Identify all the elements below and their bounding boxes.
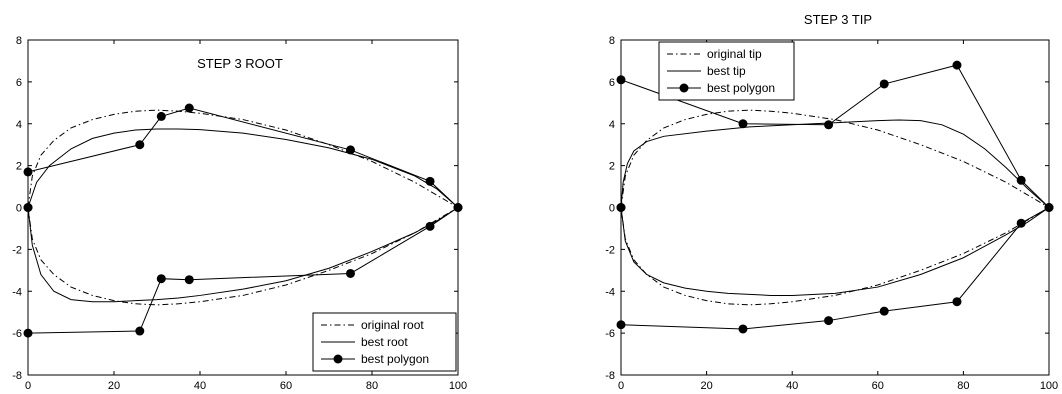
- y-tick-label: 6: [609, 77, 615, 89]
- data-point: [616, 320, 626, 330]
- y-tick-label: 8: [609, 35, 615, 47]
- y-tick-label: -2: [605, 244, 615, 256]
- root-chart-group: STEP 3 ROOT 0 20 40 60 80 100 -8 -6 -4 -2 0 2 4 6 8 ori…: [12, 35, 467, 392]
- data-point: [184, 275, 194, 285]
- y-tick-label: 8: [16, 35, 22, 47]
- root-chart-title: STEP 3 ROOT: [197, 56, 283, 71]
- series-line-best-polygon: [620, 64, 1050, 208]
- series-line-best-tip: [620, 119, 1050, 208]
- y-tick-label: -8: [605, 370, 615, 382]
- data-point: [453, 203, 463, 212]
- x-tick-label: 60: [872, 380, 884, 392]
- y-tick-label: -6: [605, 328, 615, 340]
- data-point: [1016, 218, 1026, 228]
- series-line-original-root: [27, 109, 459, 208]
- x-tick-label: 60: [280, 380, 292, 392]
- legend: original tip best tip best polygon: [658, 41, 795, 101]
- x-tick-label: 80: [366, 380, 378, 392]
- tip-chart-title: STEP 3 TIP: [804, 12, 872, 27]
- legend-label: best root: [361, 335, 408, 349]
- data-point: [156, 111, 166, 121]
- series-line-best-tip: [620, 207, 1050, 296]
- y-tick-label: -6: [12, 328, 22, 340]
- legend-label: best polygon: [707, 81, 775, 95]
- legend-marker: [333, 354, 343, 364]
- x-tick-label: 0: [618, 380, 624, 392]
- series-line-original-root: [27, 207, 459, 306]
- y-tick-label: -8: [12, 370, 22, 382]
- data-point: [1016, 175, 1026, 185]
- x-tick-label: 0: [25, 380, 31, 392]
- data-point: [23, 167, 33, 177]
- data-point: [425, 221, 435, 231]
- y-tick-label: 4: [16, 119, 22, 131]
- data-point: [879, 306, 889, 316]
- series-line-original-tip: [620, 109, 1050, 208]
- data-point: [824, 316, 834, 326]
- series-line-best-root: [27, 207, 459, 303]
- legend: original root best root best polygon: [312, 312, 457, 372]
- y-tick-label: 4: [609, 119, 615, 131]
- series-line-best-polygon: [27, 207, 459, 334]
- x-tick-label: 40: [194, 380, 206, 392]
- series-line-best-polygon: [27, 107, 459, 208]
- legend-label: best tip: [707, 64, 746, 78]
- data-point: [135, 140, 145, 150]
- y-tick-label: -2: [12, 244, 22, 256]
- series-line-best-polygon: [620, 207, 1050, 330]
- data-point: [156, 274, 166, 284]
- legend-marker: [679, 83, 689, 93]
- data-point: [184, 103, 194, 113]
- series-line-best-root: [27, 128, 459, 208]
- y-tick-label: 0: [609, 203, 615, 215]
- y-tick-label: -4: [605, 286, 615, 298]
- data-point: [879, 79, 889, 89]
- y-tick-label: 2: [609, 161, 615, 173]
- data-point: [23, 328, 33, 338]
- y-tick-label: 6: [16, 77, 22, 89]
- data-point: [346, 268, 355, 278]
- x-tick-label: 80: [957, 380, 969, 392]
- data-point: [23, 203, 33, 212]
- data-point: [616, 203, 626, 212]
- x-tick-label: 20: [700, 380, 712, 392]
- data-point: [738, 324, 748, 334]
- series-line-original-tip: [620, 207, 1050, 306]
- y-tick-label: -4: [12, 286, 22, 298]
- legend-label: original root: [361, 318, 424, 332]
- data-point: [135, 326, 145, 336]
- data-point: [1044, 203, 1054, 212]
- x-tick-label: 20: [108, 380, 120, 392]
- legend-label: original tip: [707, 47, 762, 61]
- y-tick-label: 0: [16, 203, 22, 215]
- data-point: [346, 145, 355, 155]
- data-point: [952, 60, 962, 70]
- data-point: [425, 176, 435, 186]
- tip-chart-group: STEP 3 TIP 0 20 40 60 80 100 -8 -6 -4 -2 0 2 4 6 8 orig…: [605, 12, 1058, 392]
- x-tick-label: 40: [786, 380, 798, 392]
- y-tick-label: 2: [16, 161, 22, 173]
- x-tick-label: 100: [1040, 380, 1058, 392]
- data-point: [616, 75, 626, 85]
- x-tick-label: 100: [449, 380, 467, 392]
- data-point: [824, 120, 834, 130]
- data-point: [738, 119, 748, 129]
- data-point: [952, 297, 962, 307]
- legend-label: best polygon: [361, 352, 429, 366]
